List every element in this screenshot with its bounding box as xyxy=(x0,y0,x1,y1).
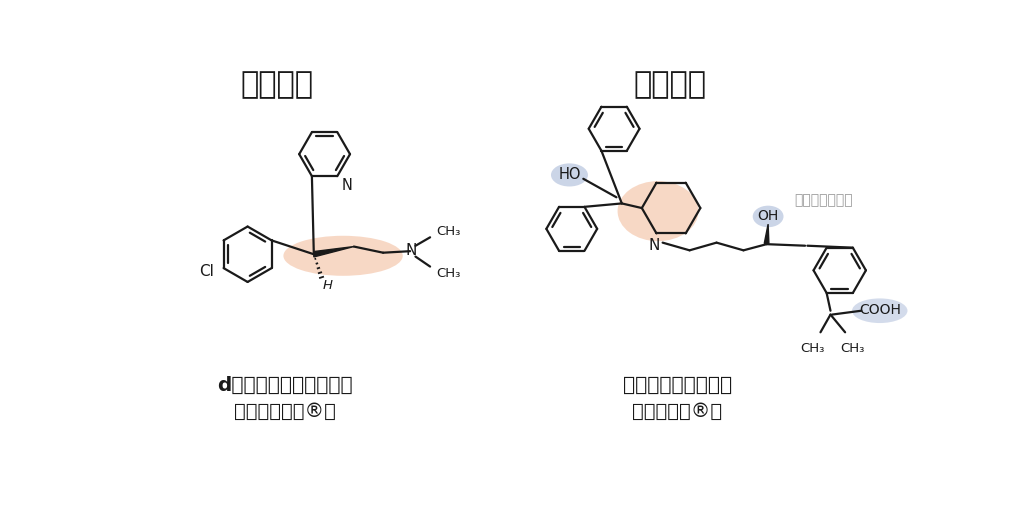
Text: COOH: COOH xyxy=(859,303,901,317)
Text: N: N xyxy=(341,179,352,193)
Text: （アレグラ®）: （アレグラ®） xyxy=(632,402,722,421)
Ellipse shape xyxy=(617,181,698,241)
Polygon shape xyxy=(313,246,354,257)
Ellipse shape xyxy=(852,299,907,323)
Text: N: N xyxy=(648,238,659,253)
Text: CH₃: CH₃ xyxy=(800,342,824,354)
Text: 及び鏡像異性体: 及び鏡像異性体 xyxy=(795,193,853,207)
Text: 第一世代: 第一世代 xyxy=(241,70,313,100)
Text: フェキソフェナジン: フェキソフェナジン xyxy=(623,376,732,394)
Text: CH₃: CH₃ xyxy=(840,342,864,354)
Ellipse shape xyxy=(284,236,402,276)
Text: N: N xyxy=(406,243,417,258)
Ellipse shape xyxy=(551,164,588,187)
Text: d－クロルフェニラミン: d－クロルフェニラミン xyxy=(217,376,352,394)
Text: H: H xyxy=(323,279,333,292)
Text: CH₃: CH₃ xyxy=(436,267,461,280)
Text: Cl: Cl xyxy=(200,265,214,279)
Text: 第二世代: 第二世代 xyxy=(633,70,707,100)
Text: CH₃: CH₃ xyxy=(436,225,461,238)
Polygon shape xyxy=(764,224,769,243)
Text: HO: HO xyxy=(558,167,581,182)
Text: OH: OH xyxy=(758,209,778,222)
Text: （ポララミン®）: （ポララミン®） xyxy=(233,402,336,421)
Ellipse shape xyxy=(753,206,783,227)
